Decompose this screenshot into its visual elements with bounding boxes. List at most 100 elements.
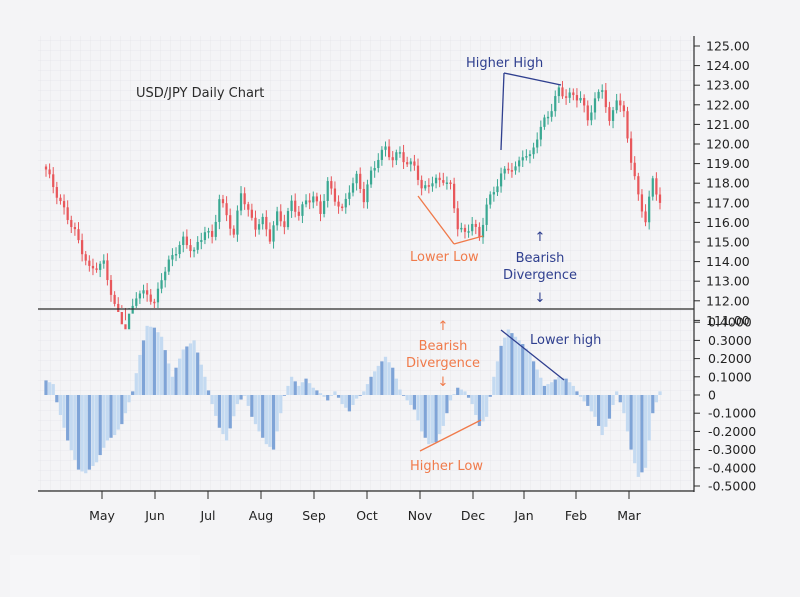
corner-blank [10,555,200,597]
candle-body [80,240,84,255]
candle-body [131,305,134,314]
candle-body [655,178,658,195]
histogram-bar [441,395,445,426]
annotation-lower-low: Lower Low [410,195,484,265]
histogram-bar [141,340,146,395]
histogram-bar [73,395,77,460]
candle-body [453,183,456,209]
histogram-bar [578,395,583,397]
candle-body [648,196,651,223]
candle-body [178,245,181,255]
candle-body [138,293,142,299]
candle-body [167,259,170,272]
histogram-bar [253,395,258,425]
candle-body [369,170,373,185]
candle-body [485,204,488,225]
candle-body [337,201,340,207]
histogram-bar [185,346,189,395]
candle-body [546,116,550,119]
histogram-bar [322,395,326,397]
histogram-bar [235,395,240,405]
histogram-bar [629,395,633,450]
candle-body [341,206,344,209]
candle-body [445,182,449,184]
histogram-bar [636,395,640,477]
down-arrow-icon: ↓ [535,291,546,306]
histogram-bar [112,395,117,436]
price-tick-label: 121.00 [706,117,750,132]
candle-body [489,194,492,205]
histogram-bar [542,385,547,395]
annotation-higher-low: Higher Low [410,419,483,474]
candle-body [507,168,510,171]
histogram-bar [192,340,196,395]
candle-body [521,157,524,161]
up-arrow-icon: ↑ [535,230,546,245]
histogram-bar [250,395,254,417]
candle-body [492,192,495,195]
histogram-bar [329,395,333,396]
candle-body [434,177,438,184]
histogram-bar [550,382,554,395]
month-label: Mar [617,508,641,523]
histogram-bar [589,395,594,412]
candle-body [196,241,199,250]
histogram-bar [510,333,514,395]
candle-body [272,225,275,242]
candle-body [359,173,362,189]
candle-body [283,221,286,228]
histogram-bar [304,378,308,395]
higher-high-line-right [503,72,562,86]
candle-body [348,192,351,199]
histogram-bar [152,327,156,395]
histogram-bar [116,395,120,430]
candle-body [239,193,243,211]
histogram-bar [492,376,496,395]
candle-body [528,154,532,157]
candle-body [221,199,225,204]
up-arrow-icon: ↑ [438,319,449,334]
price-tick-group: 125.00 124.00 123.00 122.00 121.00 120.00 119.… [694,39,750,328]
candle-body [626,111,629,139]
candle-body [409,161,412,165]
histogram-bar [553,379,557,395]
histogram-bar [524,348,528,395]
candle-body [95,268,98,270]
price-tick-label: 114.00 [706,254,750,269]
candle-body [55,187,58,198]
candle-body [294,200,297,212]
histogram-bar [354,395,359,399]
candle-body [387,146,391,158]
divergence-label: Divergence [406,356,480,371]
histogram-bar [206,390,211,395]
lower-high-label: Lower high [530,333,601,348]
candle-body [44,166,48,170]
histogram-bar [84,395,88,474]
oscillator-tick-label: -0.4000 [708,460,756,475]
candle-body [117,303,120,313]
histogram-bar [409,395,413,406]
higher-high-label: Higher High [466,56,543,71]
candle-body [615,100,618,111]
histogram-bar [98,395,102,456]
candle-body [442,180,445,183]
histogram-bar [481,395,485,422]
candle-body [467,231,470,233]
price-tick-label: 124.00 [706,58,750,73]
histogram-bar [604,395,608,427]
histogram-bar [87,395,91,470]
chart-title: USD/JPY Daily Chart [136,86,264,101]
candle-body [402,152,405,163]
histogram-bar [654,395,659,403]
histogram-bar [466,395,471,398]
histogram-bar [232,395,236,417]
price-tick-label: 118.00 [706,176,750,191]
histogram-bar [282,395,287,396]
histogram-bar [474,395,478,416]
candle-body [257,224,261,230]
histogram-bar [214,395,218,416]
candle-body [550,111,553,117]
down-arrow-icon: ↓ [438,375,449,390]
histogram-bar [593,395,597,417]
